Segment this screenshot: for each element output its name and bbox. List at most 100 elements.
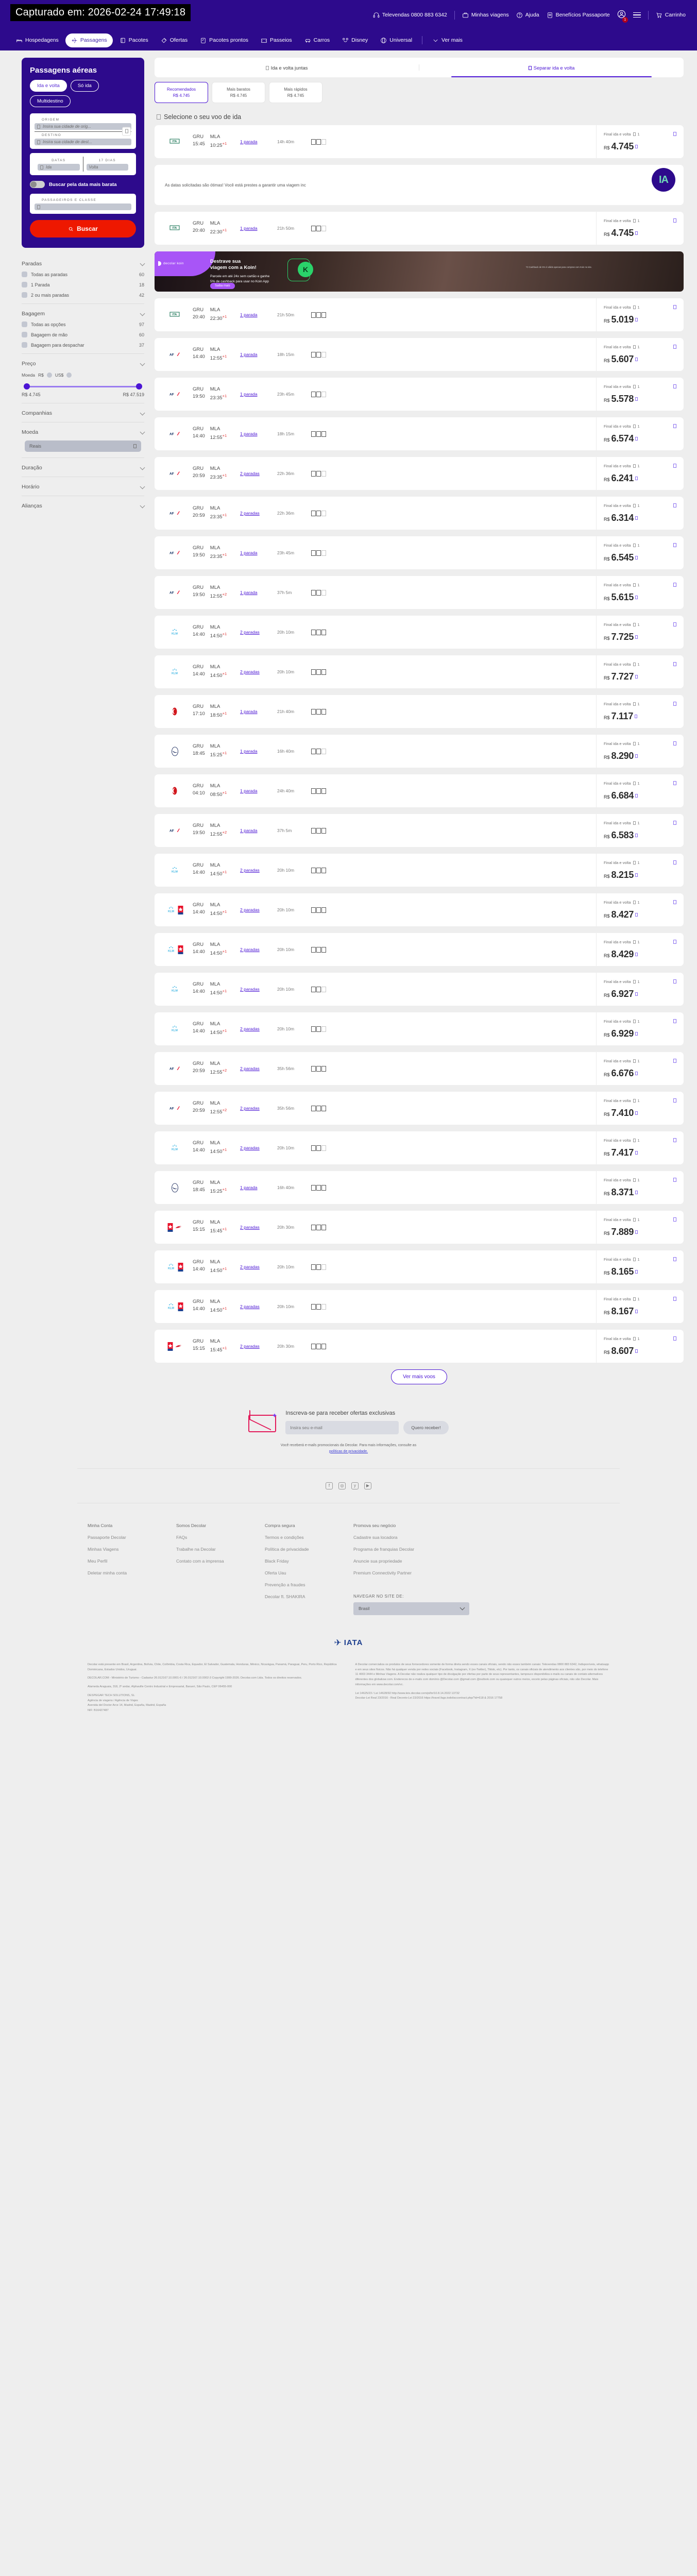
flight-result-row[interactable]: KLM GRU 14:40 MLA 14:50+1 2 paradas 20h 10m Fin… <box>155 616 684 649</box>
info-icon[interactable] <box>673 979 676 984</box>
flight-result-row[interactable]: AF GRU 20:59 MLA 12:55+2 2 paradas 35h 56m Fina… <box>155 1052 684 1085</box>
footer-link[interactable]: Contato com a imprensa <box>176 1558 224 1564</box>
info-icon[interactable] <box>635 144 638 148</box>
ajuda-link[interactable]: Ajuda <box>516 12 539 19</box>
info-icon[interactable] <box>635 635 638 639</box>
info-icon[interactable] <box>673 583 676 587</box>
navigate-site-select[interactable]: Brasil <box>353 1602 469 1615</box>
destination-input[interactable]: Insira sua cidade de dest... <box>35 139 131 145</box>
info-icon[interactable] <box>673 622 676 626</box>
currency-usd-radio[interactable] <box>66 372 72 378</box>
info-icon[interactable] <box>635 912 638 917</box>
footer-link[interactable]: Anuncie sua propriedade <box>353 1558 402 1564</box>
sort-mais-baratos[interactable]: Mais baratos R$ 4.745 <box>212 82 265 103</box>
nav-item-ofertas[interactable]: Ofertas <box>155 33 193 47</box>
chevron-down-icon[interactable] <box>140 410 145 416</box>
slider-max-handle[interactable] <box>136 383 142 389</box>
passengers-input[interactable] <box>35 204 131 210</box>
stops-link[interactable]: 1 parada <box>240 392 258 397</box>
search-button[interactable]: Buscar <box>30 220 136 238</box>
info-icon[interactable] <box>673 860 676 865</box>
stops-link[interactable]: 2 paradas <box>240 868 260 873</box>
stops-link[interactable]: 1 parada <box>240 828 258 833</box>
twitter-icon[interactable]: y <box>351 1482 359 1489</box>
info-icon[interactable] <box>673 741 676 745</box>
stops-link[interactable]: 1 parada <box>240 749 258 754</box>
info-icon[interactable] <box>673 1019 676 1023</box>
flight-result-row[interactable]: KLM GRU 14:40 MLA 14:50+1 2 paradas 20h 10m Fin… <box>155 1131 684 1164</box>
info-icon[interactable] <box>673 821 676 825</box>
stops-link[interactable]: 2 paradas <box>240 669 260 674</box>
youtube-icon[interactable]: ▶ <box>364 1482 371 1489</box>
info-icon[interactable] <box>635 1071 638 1075</box>
chevron-down-icon[interactable] <box>140 311 145 316</box>
stops-link[interactable]: 2 paradas <box>240 987 260 992</box>
stops-link[interactable]: 2 paradas <box>240 1304 260 1309</box>
stops-link[interactable]: 1 parada <box>240 1185 258 1190</box>
flight-result-row[interactable]: KLM GRU 14:40 MLA 14:50+1 2 paradas 20h 10m Fin… <box>155 1250 684 1283</box>
beneficios-passaporte-link[interactable]: Benefícios Passaporte <box>547 12 610 19</box>
info-icon[interactable] <box>673 132 676 136</box>
info-icon[interactable] <box>673 1059 676 1063</box>
nav-item-carros[interactable]: Carros <box>299 33 336 47</box>
info-icon[interactable] <box>635 595 638 599</box>
trip-type-ida-e-volta[interactable]: Ida e volta <box>30 80 67 92</box>
stops-link[interactable]: 2 paradas <box>240 1264 260 1269</box>
info-icon[interactable] <box>673 662 676 666</box>
flight-result-row[interactable]: AF GRU 19:50 MLA 23:35+1 1 parada 23h 45m Final… <box>155 378 684 411</box>
flight-result-row[interactable]: KLM GRU 14:40 MLA 14:50+1 2 paradas 20h 10m Fin… <box>155 973 684 1006</box>
return-date-input[interactable]: Volta <box>86 164 128 171</box>
facebook-icon[interactable]: f <box>326 1482 333 1489</box>
nav-item-passagens[interactable]: Passagens <box>65 33 113 47</box>
flight-result-row[interactable]: GRU 17:10 MLA 18:50+1 1 parada 21h 40m Final i… <box>155 695 684 728</box>
stops-link[interactable]: 2 paradas <box>240 1344 260 1349</box>
footer-link[interactable]: Decolar ft. SHAKIRA <box>265 1594 305 1599</box>
carrinho-link[interactable]: Carrinho <box>656 12 686 19</box>
checkbox[interactable] <box>22 292 27 298</box>
stops-link[interactable]: 1 parada <box>240 709 258 714</box>
info-icon[interactable] <box>635 231 638 235</box>
nav-item-disney[interactable]: Disney <box>336 33 373 47</box>
stops-link[interactable]: 2 paradas <box>240 511 260 516</box>
price-range-slider[interactable] <box>24 382 142 391</box>
flight-result-row[interactable]: GRU 15:15 MLA 15:45+1 2 paradas 20h 30m Final … <box>155 1330 684 1363</box>
checkbox[interactable] <box>22 332 27 337</box>
info-icon[interactable] <box>635 357 638 361</box>
origin-input[interactable]: Insira sua cidade de orig... <box>35 123 131 130</box>
chevron-down-icon[interactable] <box>140 429 145 435</box>
user-avatar[interactable]: 1 <box>617 10 628 23</box>
info-icon[interactable] <box>673 1257 676 1261</box>
info-icon[interactable] <box>635 833 638 837</box>
privacy-policy-link[interactable]: políticas de privacidade. <box>329 1449 368 1453</box>
info-icon[interactable] <box>635 793 638 798</box>
info-icon[interactable] <box>673 305 676 309</box>
footer-link[interactable]: FAQs <box>176 1534 188 1540</box>
info-icon[interactable] <box>635 992 638 996</box>
info-icon[interactable] <box>635 1309 638 1313</box>
info-icon[interactable] <box>635 1269 638 1274</box>
stops-link[interactable]: 1 parada <box>240 550 258 555</box>
flight-result-row[interactable]: AF GRU 20:59 MLA 12:55+2 2 paradas 35h 56m Fina… <box>155 1092 684 1125</box>
footer-link[interactable]: Meu Perfil <box>88 1558 108 1564</box>
info-icon[interactable] <box>673 503 676 507</box>
slider-min-handle[interactable] <box>24 383 30 389</box>
stops-link[interactable]: 2 paradas <box>240 630 260 635</box>
footer-link[interactable]: Deletar minha conta <box>88 1570 127 1575</box>
stops-link[interactable]: 2 paradas <box>240 1106 260 1111</box>
filter-row[interactable]: Todas as paradas 60 <box>22 272 144 277</box>
tab-ida-e-volta-juntas[interactable]: Ida e volta juntas <box>155 58 419 77</box>
footer-link[interactable]: Cadastre sua locadora <box>353 1534 398 1540</box>
flight-result-row[interactable]: ITA GRU 20:40 MLA 22:30+1 1 parada 21h 50m Fina… <box>155 212 684 245</box>
flight-result-row[interactable]: KLM GRU 14:40 MLA 14:50+1 2 paradas 20h 10m Fin… <box>155 1290 684 1323</box>
flight-result-row[interactable]: KLM GRU 14:40 MLA 14:50+1 2 paradas 20h 10m Fin… <box>155 893 684 926</box>
info-icon[interactable] <box>673 940 676 944</box>
flight-result-row[interactable]: KLM GRU 14:40 MLA 14:50+1 2 paradas 20h 10m Fin… <box>155 854 684 887</box>
checkbox[interactable] <box>22 321 27 327</box>
flight-result-row[interactable]: GRU 15:15 MLA 15:45+1 2 paradas 20h 30m Final … <box>155 1211 684 1244</box>
sort-recomendados[interactable]: Recomendados R$ 4.745 <box>155 82 208 103</box>
checkbox[interactable] <box>22 282 27 287</box>
stops-link[interactable]: 2 paradas <box>240 1026 260 1031</box>
depart-date-input[interactable]: Ida <box>38 164 80 171</box>
currency-select[interactable]: Reais <box>25 440 141 452</box>
footer-link[interactable]: Programa de franquias Decolar <box>353 1546 415 1552</box>
